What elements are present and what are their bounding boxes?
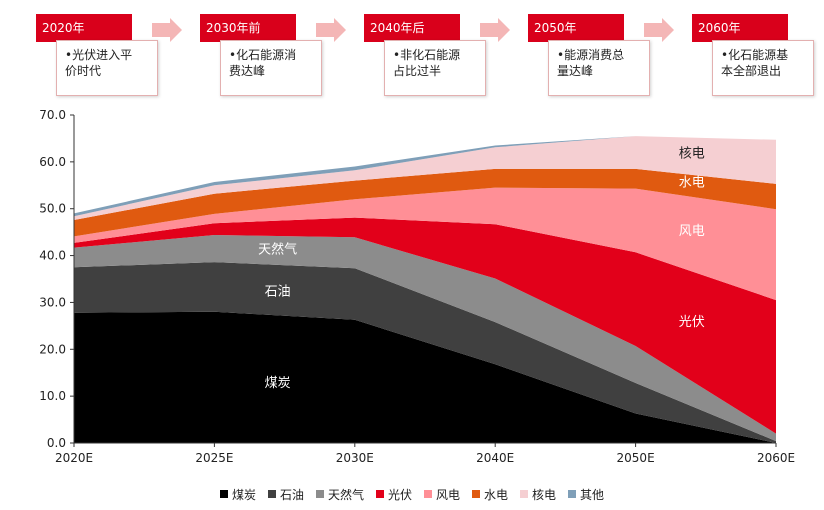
legend-label: 天然气 xyxy=(327,487,364,502)
legend-swatch xyxy=(219,490,228,498)
x-tick-label: 2060E xyxy=(757,451,795,465)
legend-label: 石油 xyxy=(279,487,304,502)
x-tick-label: 2025E xyxy=(195,451,233,465)
milestone-description-line: 量达峰 xyxy=(557,64,594,78)
y-tick-label: 40.0 xyxy=(39,249,66,263)
milestone-year: 2060年 xyxy=(692,14,788,42)
area-series-6 xyxy=(74,168,776,237)
x-tick-label: 2050E xyxy=(617,451,655,465)
stacked-area-chart: 0.0 10.0 20.0 30.0 40.0 50.0 60.0 70.0 2020E 2025… xyxy=(39,108,795,465)
area-series-3 xyxy=(74,235,776,442)
y-tick-label: 70.0 xyxy=(39,108,66,122)
y-tick-label: 20.0 xyxy=(39,342,66,356)
y-tick-label: 60.0 xyxy=(39,155,66,169)
milestone-description: •非化石能源 占比过半 xyxy=(384,40,486,96)
y-tick-label: 10.0 xyxy=(39,389,66,403)
legend-item: 煤炭 xyxy=(219,486,256,503)
milestone-timeline: 2020年 •光伏进入平 价时代 2030年前 •化石能源消 费达峰 2040年后 •非化石能… xyxy=(0,0,824,100)
area-label: 风电 xyxy=(679,224,705,239)
area-label: 水电 xyxy=(679,176,705,191)
legend-label: 煤炭 xyxy=(231,487,256,502)
milestone-description: •能源消费总 量达峰 xyxy=(548,40,650,96)
area-series-5 xyxy=(74,187,776,301)
area-label: 煤炭 xyxy=(265,376,291,391)
legend-item: 天然气 xyxy=(315,486,364,503)
y-tick-label: 50.0 xyxy=(39,202,66,216)
area-series-7 xyxy=(74,136,776,220)
legend-item: 水电 xyxy=(472,486,508,503)
milestone-description-line: 本全部退出 xyxy=(721,64,782,78)
legend-swatch xyxy=(315,490,324,498)
milestone-description: •化石能源消 费达峰 xyxy=(220,40,322,96)
milestone-description-line: •化石能源消 xyxy=(229,48,297,62)
area-label: 石油 xyxy=(265,285,291,300)
legend-item: 光伏 xyxy=(375,486,412,503)
area-series-2 xyxy=(74,262,776,443)
x-tick-label: 2030E xyxy=(336,451,374,465)
area-series-1 xyxy=(74,311,776,443)
x-tick-label: 2040E xyxy=(476,451,514,465)
legend-item: 核电 xyxy=(520,486,556,503)
milestone-description: •光伏进入平 价时代 xyxy=(56,40,158,96)
legend-item: 石油 xyxy=(267,486,304,503)
legend-swatch xyxy=(568,490,577,498)
chart-legend: 煤炭 石油 天然气 光伏 风电 水电 核电 其他 xyxy=(0,484,824,504)
area-series-4 xyxy=(74,217,776,434)
y-tick-label: 0.0 xyxy=(47,436,66,450)
legend-label: 光伏 xyxy=(387,487,412,502)
area-label: 天然气 xyxy=(258,242,297,258)
milestone-description-line: 费达峰 xyxy=(229,64,266,78)
legend-label: 水电 xyxy=(484,487,509,502)
milestone-description-line: •化石能源基 xyxy=(721,48,789,62)
milestone-year: 2040年后 xyxy=(364,14,460,42)
x-tick-label: 2020E xyxy=(55,451,93,465)
milestone-year: 2020年 xyxy=(36,14,132,42)
legend-swatch xyxy=(424,490,432,498)
legend-swatch xyxy=(375,490,384,498)
milestone-description-line: 占比过半 xyxy=(393,64,442,78)
legend-swatch xyxy=(472,490,481,498)
legend-label: 核电 xyxy=(532,487,557,502)
legend-swatch xyxy=(267,490,276,498)
legend-label: 其他 xyxy=(580,487,605,502)
milestone-year: 2030年前 xyxy=(200,14,296,42)
milestone-description-line: 价时代 xyxy=(65,64,102,78)
legend-item: 风电 xyxy=(424,486,460,503)
milestone-year: 2050年 xyxy=(528,14,624,42)
area-label: 光伏 xyxy=(679,315,705,330)
milestone-description-line: •能源消费总 xyxy=(557,48,625,62)
y-tick-label: 30.0 xyxy=(39,295,66,309)
milestone-description: •化石能源基 本全部退出 xyxy=(712,40,814,96)
area-label: 核电 xyxy=(679,146,705,161)
legend-item: 其他 xyxy=(568,486,604,503)
milestone-description-line: •光伏进入平 xyxy=(65,48,133,62)
legend-swatch xyxy=(520,490,529,498)
milestone-description-line: •非化石能源 xyxy=(393,48,461,62)
legend-label: 风电 xyxy=(436,487,461,502)
